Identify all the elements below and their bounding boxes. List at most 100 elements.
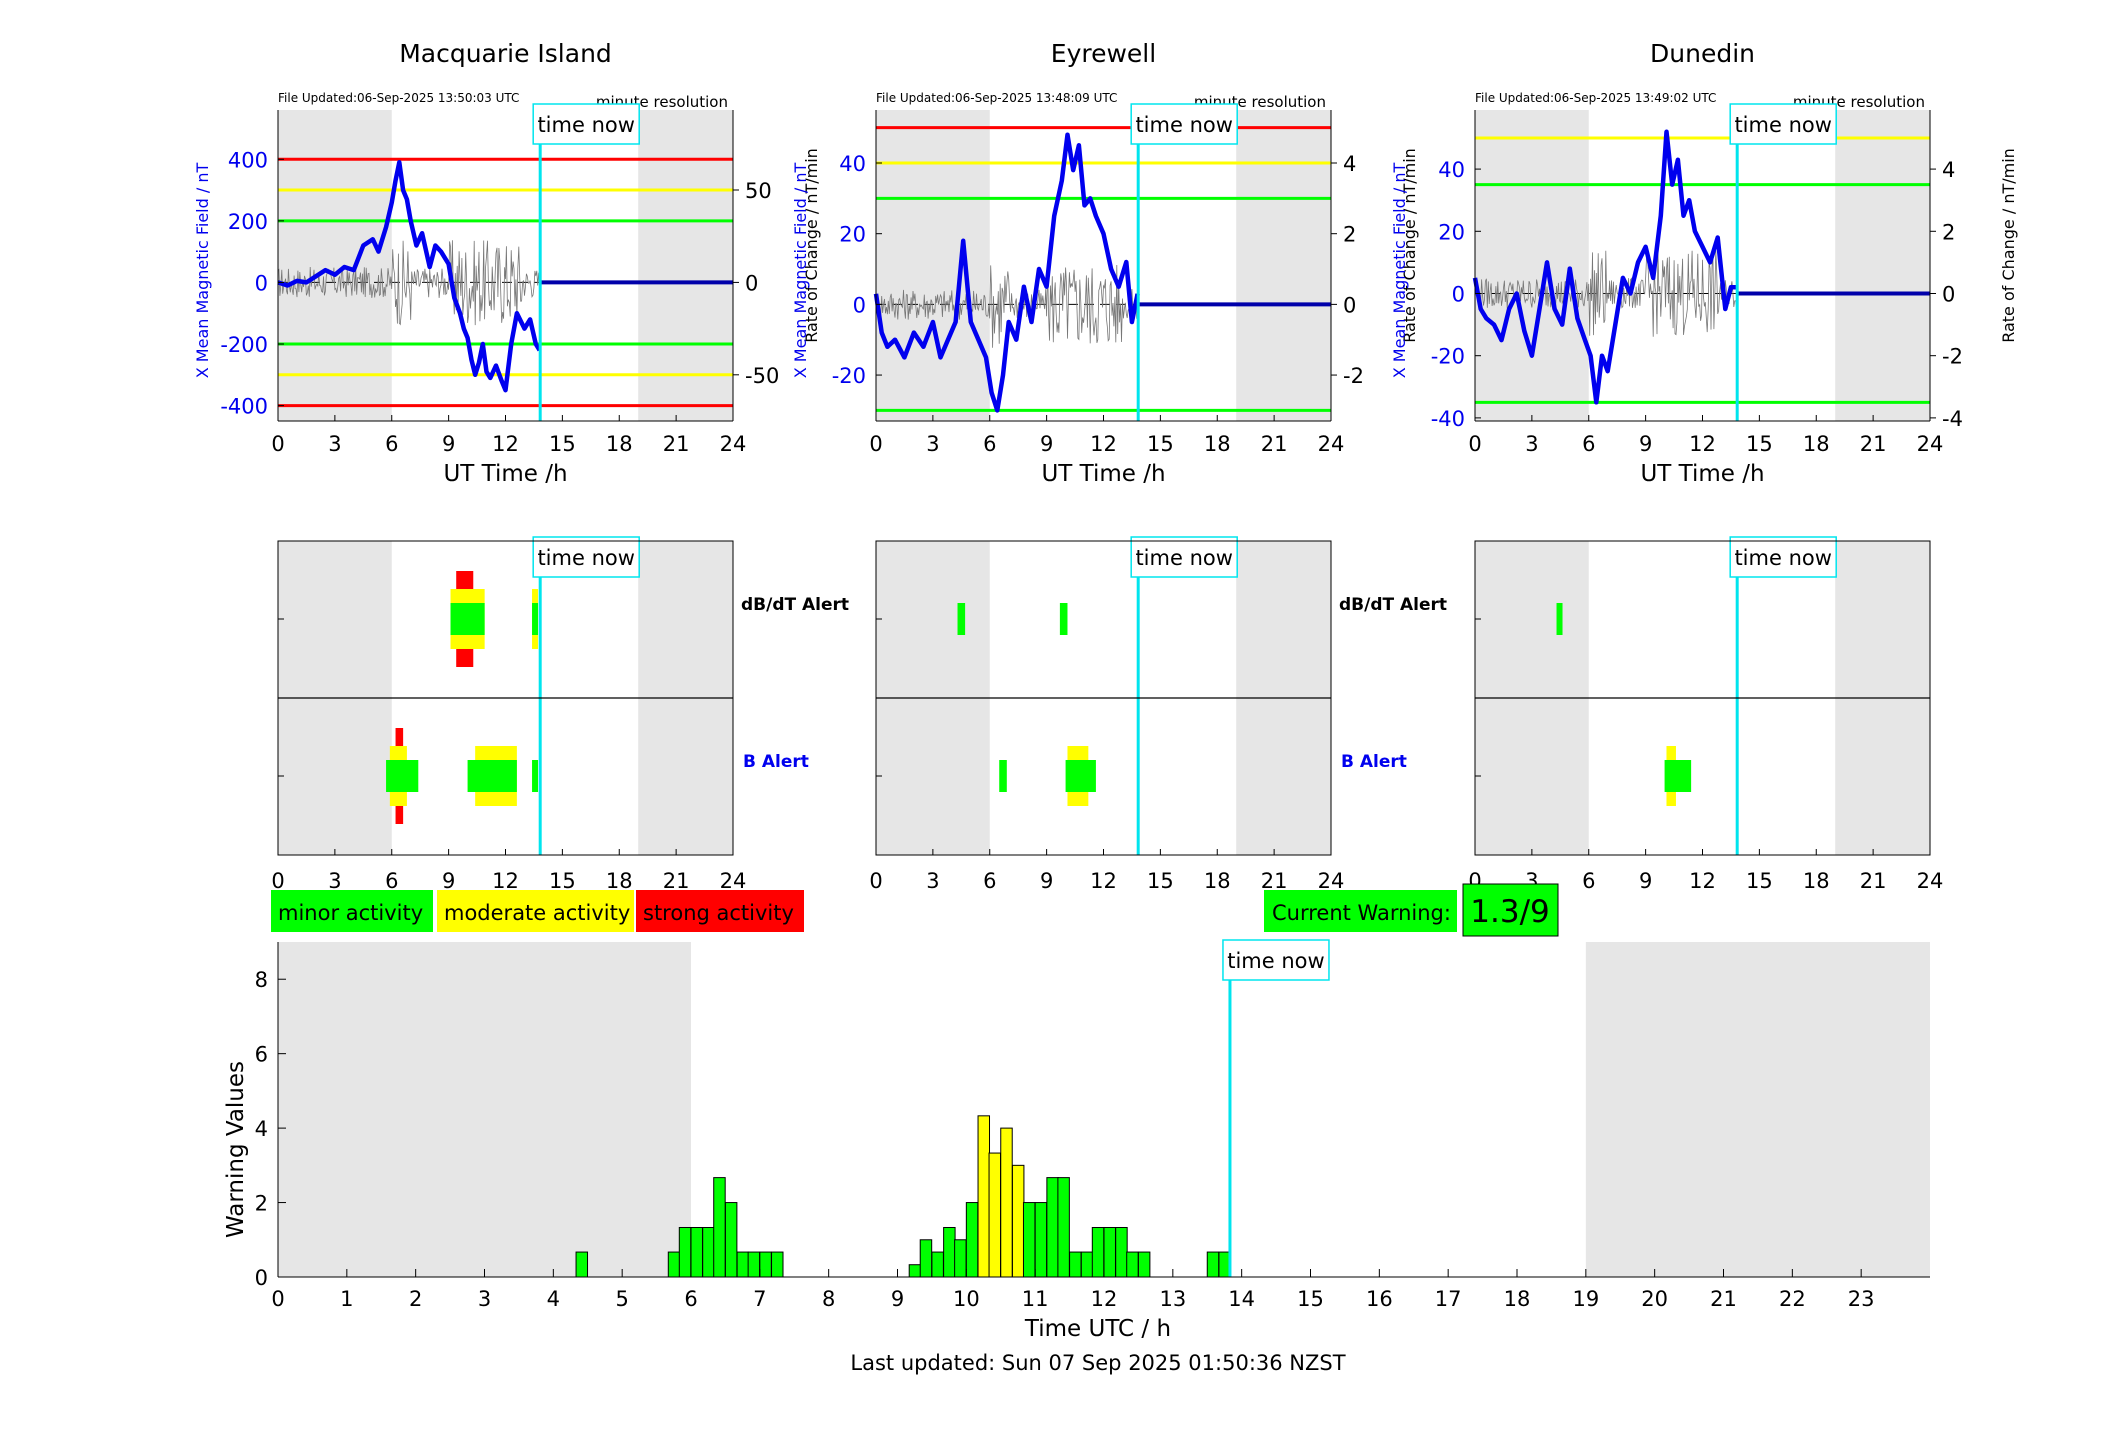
y-right-tick-label: -2 [1343, 364, 1364, 388]
x-tick-label: 24 [1917, 432, 1944, 456]
x-tick-label: 24 [1917, 869, 1944, 893]
time-now-label: time now [537, 113, 634, 137]
current-warning-value: 1.3/9 [1470, 894, 1549, 930]
warning-bar [1069, 1251, 1082, 1278]
night-shade [1835, 110, 1930, 421]
x-axis-label: UT Time /h [1041, 461, 1165, 487]
warning-bar [1057, 1177, 1070, 1278]
dbdt-alert-block-minor [1556, 603, 1563, 635]
x-tick-label: 12 [1689, 432, 1716, 456]
file-updated: File Updated:06-Sep-2025 13:50:03 UTC [278, 91, 519, 105]
y-right-tick-label: -50 [745, 364, 779, 388]
rate-of-change-trace [875, 264, 1138, 348]
station-title: Eyrewell [1051, 39, 1156, 68]
x-tick-label: 21 [1261, 432, 1288, 456]
x-tick-label: 21 [1261, 869, 1288, 893]
y-axis-label: Warning Values [223, 1061, 249, 1238]
y-tick-label: 40 [839, 152, 866, 176]
x-tick-label: 5 [615, 1287, 628, 1311]
b-alert-block-minor [1065, 760, 1096, 792]
warning-bar [954, 1239, 967, 1278]
legend-swatch-0 [271, 890, 433, 932]
x-tick-label: 21 [1710, 1287, 1737, 1311]
station-panel-1: Eyrewell File Updated:06-Sep-2025 13:48:0… [791, 39, 1419, 487]
x-tick-label: 15 [1746, 869, 1773, 893]
b-alert-block-minor [1664, 760, 1692, 792]
time-now-callout: time now [1729, 103, 1837, 145]
warning-bar [931, 1251, 944, 1278]
alert-panel-0: time now 0 3 6 9 12 15 18 21 24 [271, 536, 747, 893]
legend-label-1: moderate activity [444, 901, 630, 925]
time-now-box [1130, 536, 1238, 578]
x-tick-label: 15 [1147, 432, 1174, 456]
x-tick-label: 15 [549, 432, 576, 456]
y-right-tick-label: 2 [1343, 223, 1356, 247]
warning-bar [1091, 1226, 1105, 1278]
y-right-tick-label: 2 [1942, 220, 1955, 244]
x-tick-label: 9 [1639, 432, 1652, 456]
x-tick-label: 10 [953, 1287, 980, 1311]
legend-label-0: minor activity [278, 901, 423, 925]
y-tick-label: 2 [255, 1192, 268, 1216]
x-tick-label: 23 [1848, 1287, 1875, 1311]
x-tick-label: 24 [1318, 869, 1345, 893]
night-shade [638, 110, 733, 421]
x-tick-label: 18 [1204, 432, 1231, 456]
warning-bar [1022, 1202, 1036, 1278]
b-alert-label: B Alert [743, 752, 809, 772]
y-tick-label: 0 [255, 1266, 268, 1290]
x-tick-label: 9 [1639, 869, 1652, 893]
x-tick-label: 0 [1468, 432, 1481, 456]
x-tick-label: 21 [1860, 869, 1887, 893]
x-tick-label: 18 [1803, 869, 1830, 893]
warning-bar [965, 1202, 979, 1278]
time-now-callout: time now [1222, 939, 1330, 981]
y-tick-label: -20 [832, 364, 866, 388]
x-tick-label: 8 [822, 1287, 835, 1311]
warning-bar [1137, 1251, 1151, 1278]
x-tick-label: 24 [1318, 432, 1345, 456]
dbdt-alert-label: dB/dT Alert [741, 595, 849, 615]
b-alert-block-minor [999, 760, 1007, 792]
warning-bar [771, 1251, 784, 1278]
y-right-tick-label: 0 [745, 271, 758, 295]
x-tick-label: 18 [606, 869, 633, 893]
time-now-callout: time now [532, 103, 640, 145]
time-now-callout: time now [1729, 536, 1837, 578]
activity-legend: minor activity moderate activity strong ac… [271, 890, 804, 932]
x-tick-label: 21 [663, 869, 690, 893]
x-tick-label: 6 [385, 432, 398, 456]
y-right-tick-label: 4 [1942, 158, 1955, 182]
x-tick-label: 21 [663, 432, 690, 456]
y-right-tick-label: 0 [1942, 282, 1955, 306]
y-tick-label: -200 [220, 333, 268, 357]
time-now-callout: time now [1130, 536, 1238, 578]
warning-bar [713, 1177, 726, 1278]
x-tick-label: 13 [1159, 1287, 1186, 1311]
x-axis-label: UT Time /h [443, 461, 567, 487]
warning-bar [1046, 1177, 1059, 1278]
night-shade [876, 110, 990, 421]
warning-bar [1206, 1251, 1220, 1278]
x-tick-label: 9 [442, 869, 455, 893]
station-title: Dunedin [1650, 39, 1755, 68]
x-tick-label: 0 [869, 432, 882, 456]
file-updated: File Updated:06-Sep-2025 13:49:02 UTC [1475, 91, 1716, 105]
y-right-tick-label: -4 [1942, 407, 1963, 431]
warning-bar [747, 1251, 761, 1278]
mean-field-series [1472, 129, 1737, 405]
y-axis-label: X Mean Magnetic Field / nT [791, 163, 810, 379]
x-tick-label: 15 [1746, 432, 1773, 456]
y-right-tick-label: 4 [1343, 152, 1356, 176]
warning-bar [678, 1226, 692, 1278]
x-tick-label: 24 [720, 432, 747, 456]
x-tick-label: 4 [547, 1287, 560, 1311]
y-right-tick-label: 50 [745, 179, 772, 203]
warning-bar [1011, 1164, 1025, 1278]
warning-bar [702, 1226, 715, 1278]
x-axis-label: Time UTC / h [1024, 1316, 1171, 1342]
x-tick-label: 24 [720, 869, 747, 893]
station-panel-2: Dunedin File Updated:06-Sep-2025 13:49:02… [1390, 39, 2018, 487]
